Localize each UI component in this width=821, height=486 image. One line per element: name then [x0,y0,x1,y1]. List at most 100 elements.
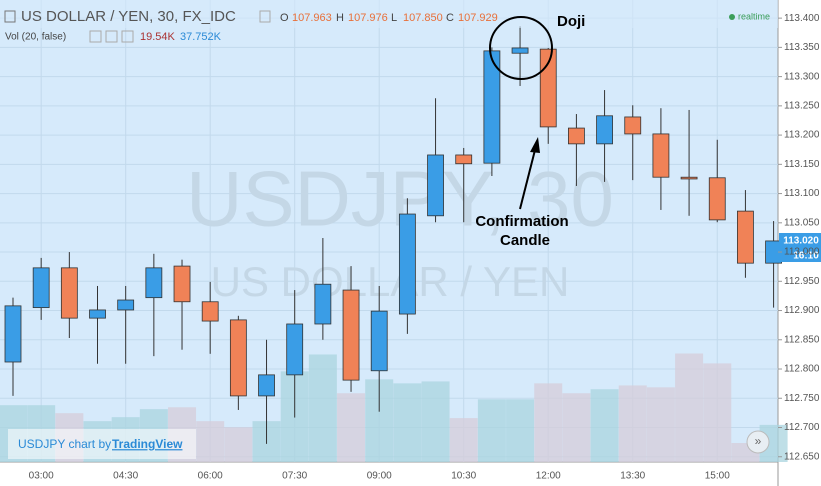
x-tick-label: 07:30 [282,471,307,482]
y-tick-label: 113.350 [784,42,820,53]
vol-label: Vol (20, false) [5,32,66,43]
ohlc-value: 107.976 [348,12,388,24]
x-tick-label: 03:00 [29,471,54,482]
volume-bar [646,387,675,462]
x-tick-label: 04:30 [113,471,138,482]
y-tick-label: 112.650 [784,451,820,462]
last-price: 113.020 [783,236,819,247]
ohlc-value: 107.963 [292,12,332,24]
y-tick-label: 113.200 [784,130,820,141]
x-tick-label: 10:30 [451,471,476,482]
footer-box [8,429,196,459]
footer-text: USDJPY chart by [18,437,111,451]
candle-body [117,299,135,311]
annotation: Confirmation [475,213,568,230]
ohlc-label: O [280,12,289,24]
symbol: US DOLLAR / YEN, 30, FX_IDC [21,8,236,25]
arrowhead [530,137,540,153]
y-tick-label: 113.150 [784,159,820,170]
watermark-sub: US DOLLAR / YEN [211,258,570,305]
volume-bar [421,381,450,462]
volume-bar [393,383,422,462]
candle-body [370,310,388,372]
countdown-tag [779,248,821,262]
candle-body [145,267,163,299]
ohlc-label: H [336,12,344,24]
candle-body [708,177,726,221]
y-tick-label: 112.700 [784,422,820,433]
candles [4,26,782,444]
volume-bar [703,363,732,462]
volume-bar [224,427,253,462]
volume-bar [675,353,704,462]
candle-body [511,47,529,54]
ohlc-label: L [391,12,397,24]
volume-bar [590,389,619,462]
y-tick-label: 113.050 [784,217,820,228]
icon[interactable] [4,10,16,23]
candle-body [483,50,501,164]
y-tick-label: 113.250 [784,100,820,111]
realtime-dot [729,14,735,20]
candle-body [680,176,698,180]
volume-bar [308,354,337,462]
candle-body [286,323,304,376]
y-tick-label: 112.850 [784,334,820,345]
time-axis-bg [0,462,778,486]
footer-link[interactable]: TradingView [112,437,183,451]
candle-body [737,210,754,264]
x-tick-label: 06:00 [198,471,223,482]
candle-body [342,289,360,381]
y-tick-label: 113.100 [784,188,820,199]
header-bg [0,0,778,28]
candle-body [568,127,585,145]
volume-bar [449,418,478,462]
icon[interactable] [89,30,102,43]
candle-body [398,213,416,315]
candle-body [455,154,473,165]
volume-bar [337,393,366,462]
candle-body [4,305,22,363]
candle-body [89,309,106,319]
scroll-button[interactable] [746,430,770,454]
candle-body [258,374,275,397]
candle-body [652,133,670,178]
ohlc-value: 107.850 [403,12,443,24]
candle-body [427,154,444,217]
y-tick-label: 112.950 [784,276,820,287]
volume-bar [506,399,535,462]
ohlc-value: 107.929 [458,12,498,24]
volume-bar [618,385,647,462]
vol-value: 19.54K [140,31,176,43]
volume-bar [562,393,591,462]
doji-circle [489,16,553,80]
annotation: Candle [500,232,550,249]
x-tick-label: 12:00 [536,471,561,482]
icon[interactable] [259,10,271,23]
y-tick-label: 112.900 [784,305,820,316]
annotation: Doji [557,13,585,30]
realtime: realtime [738,11,770,21]
volume-bar [477,399,506,462]
x-tick-label: 15:00 [705,471,730,482]
vol-ma-value: 37.752K [180,31,222,43]
icon[interactable] [121,30,134,43]
y-tick-label: 112.750 [784,393,820,404]
volume-bar [534,383,563,462]
scroll-icon: » [755,434,762,448]
y-tick-label: 113.300 [784,71,820,82]
candle-body [201,301,219,322]
candle-body [314,283,332,325]
y-tick-label: 112.800 [784,364,820,375]
x-tick-label: 09:00 [367,471,392,482]
y-tick-label: 113.000 [784,247,820,258]
arrow [519,149,536,210]
volume-bar [196,421,225,462]
icon[interactable] [105,30,118,43]
candle-body [229,319,247,397]
x-tick-label: 13:30 [620,471,645,482]
candle-body [60,267,78,319]
candle-body [32,267,50,309]
